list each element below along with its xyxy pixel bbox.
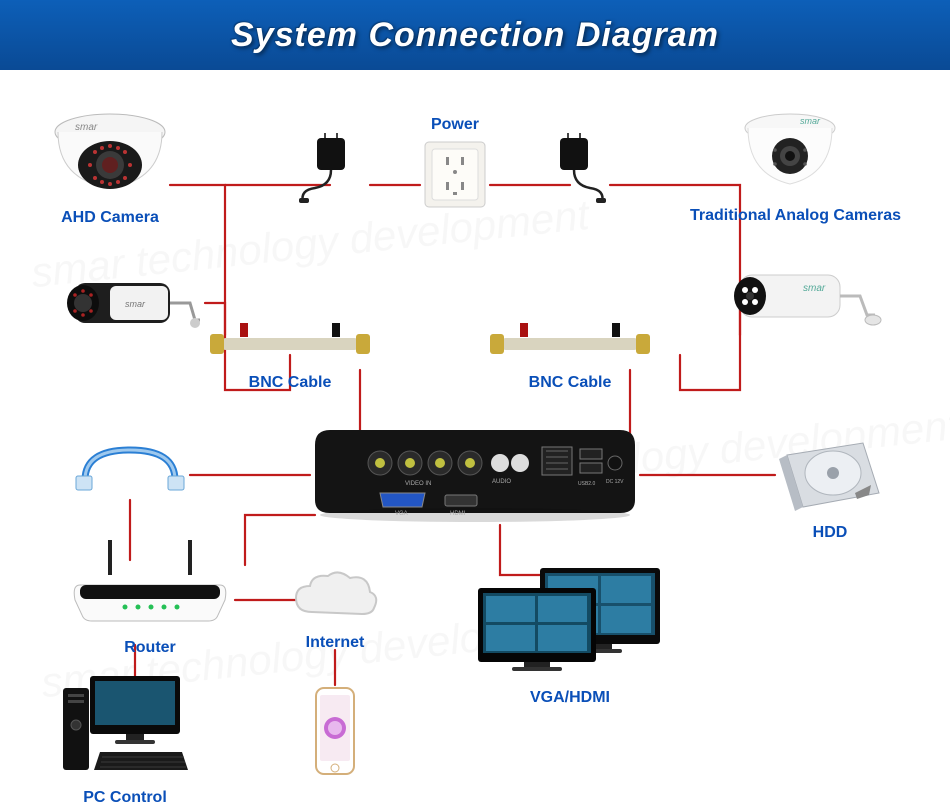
power-adapter-icon (540, 130, 610, 205)
cloud-icon (290, 570, 380, 625)
node-pc: PC Control (60, 670, 190, 807)
svg-text:VGA: VGA (395, 511, 408, 517)
node-label: BNC Cable (210, 374, 370, 392)
power-outlet-icon (420, 137, 490, 212)
power-adapter-icon (295, 130, 365, 205)
pc-icon (60, 670, 190, 780)
node-traditional-bullet-camera: smar (725, 255, 885, 340)
svg-text:smar: smar (803, 283, 826, 294)
dome-camera-icon: smar (740, 110, 840, 198)
svg-text:HDMI: HDMI (450, 511, 466, 517)
node-label: Internet (290, 634, 380, 652)
dome-camera-icon: smar (50, 110, 170, 200)
node-ahd-dome-camera: smar AHD Camera (50, 110, 170, 227)
svg-text:USB2.0: USB2.0 (578, 481, 595, 487)
node-ahd-bullet-camera: smar (55, 265, 205, 345)
node-label: Power (420, 116, 490, 134)
node-label: HDD (775, 524, 885, 542)
node-smartphone (310, 685, 360, 785)
smartphone-icon (310, 685, 360, 780)
svg-text:VIDEO IN: VIDEO IN (405, 481, 431, 487)
node-router: Router (70, 535, 230, 657)
svg-text:DC 12V: DC 12V (606, 479, 624, 485)
node-dvr: VIDEO IN AUDIO VGA HDMI USB2.0 DC 12V (310, 415, 640, 530)
node-label: BNC Cable (490, 374, 650, 392)
svg-text:smar: smar (75, 122, 98, 133)
node-internet-cloud: Internet (290, 570, 380, 652)
node-bnc-cable-right: BNC Cable (490, 320, 650, 392)
node-hdd: HDD (775, 435, 885, 542)
dvr-icon: VIDEO IN AUDIO VGA HDMI USB2.0 DC 12V (310, 415, 640, 525)
svg-text:smar: smar (125, 299, 146, 309)
svg-text:smar: smar (800, 116, 821, 126)
bullet-camera-icon: smar (725, 255, 885, 335)
svg-text:AUDIO: AUDIO (492, 479, 511, 485)
node-label: VGA/HDMI (470, 689, 670, 707)
node-label: PC Control (60, 789, 190, 807)
node-bnc-cable-left: BNC Cable (210, 320, 370, 392)
node-traditional-dome-camera: smar Traditional Analog Cameras (690, 110, 890, 225)
monitors-icon (470, 560, 670, 680)
node-ethernet-cable (70, 440, 190, 505)
node-label: AHD Camera (50, 209, 170, 227)
bnc-cable-icon (210, 320, 370, 365)
node-power-adapter-right (540, 130, 610, 210)
node-power-outlet: Power (420, 112, 490, 217)
hdd-icon (775, 435, 885, 515)
page-title: System Connection Diagram (0, 0, 950, 70)
node-monitors: VGA/HDMI (470, 560, 670, 707)
bullet-camera-icon: smar (55, 265, 205, 340)
ethernet-cable-icon (70, 440, 190, 500)
diagram-canvas: smar technology development smar technol… (0, 70, 950, 800)
node-power-adapter-left (295, 130, 365, 210)
node-label: Router (70, 639, 230, 657)
node-label: Traditional Analog Cameras (690, 207, 890, 225)
bnc-cable-icon (490, 320, 650, 365)
router-icon (70, 535, 230, 630)
